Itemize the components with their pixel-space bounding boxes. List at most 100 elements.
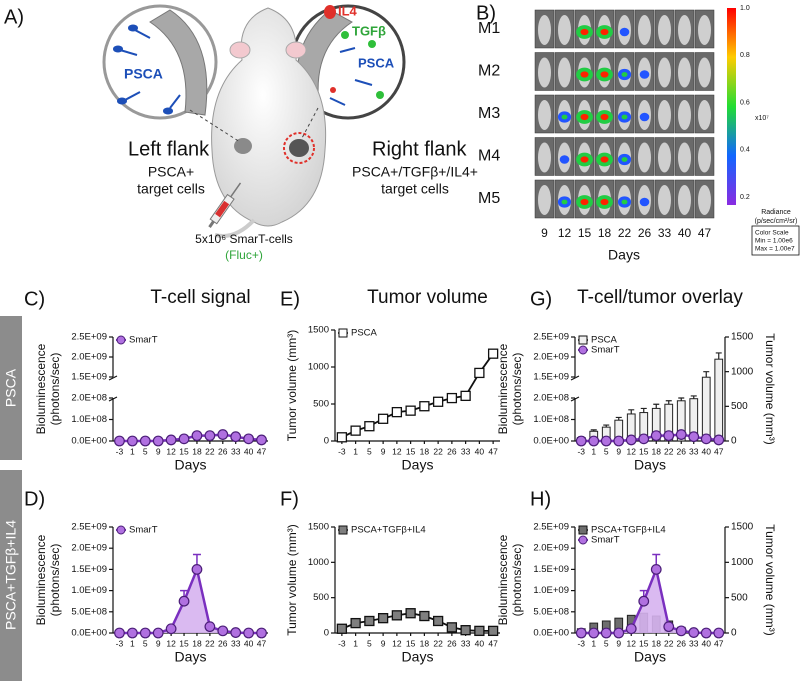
y-tick-label: 1.0E+08 [71,414,107,425]
x-tick-label: 5 [143,638,148,648]
error-bar [615,416,622,421]
marker [688,627,700,638]
x-tick-label: 1 [130,638,135,648]
y-tick-label: 2.0E+09 [71,543,107,554]
y-tick-label: 2.0E+09 [533,543,569,554]
marker [230,431,242,443]
x-tick-label: 15 [179,638,189,648]
day-label: 12 [558,226,572,240]
x-axis-label: Days [402,649,434,665]
day-label: 33 [658,226,672,240]
x-tick-label: 47 [488,638,498,648]
flank-line: PSCA+/TGFβ+/IL4+ [352,164,478,180]
signal-core [580,156,589,163]
y-tick-label: 1000 [308,362,329,373]
y-axis-label: Tumor volume (mm³) [285,524,299,636]
scale-label: 0.4 [740,147,750,154]
legend-marker [338,328,348,338]
x-tick-label: 22 [433,446,443,456]
marker-label: PSCA [358,55,395,70]
mouse-silhouette [538,15,551,45]
y-axis-label: Tumor volume (mm³) [285,330,299,442]
day-label: 15 [578,226,592,240]
error-bar [640,407,647,413]
legend-label: SmarT [129,335,158,346]
marker [178,595,190,607]
signal-core [562,157,567,162]
x-tick-label: 47 [488,446,498,456]
marker [114,627,125,639]
panel-letter: C) [24,288,45,310]
panel-letter: H) [530,488,551,510]
x-tick-label: 5 [367,446,372,456]
panel-letter: F) [280,488,299,510]
y-axis-label: (photons/sec) [510,544,524,617]
marker [460,390,471,402]
x-tick-label: 33 [461,638,471,648]
mouse-silhouette [538,100,551,130]
x-tick-label: 40 [244,446,254,456]
marker [487,625,499,637]
marker [432,615,444,627]
flank-line: PSCA+ [148,164,194,180]
x-axis-label: Days [175,649,207,665]
x-tick-label: 47 [257,446,267,456]
x-axis-label: Days [634,457,666,473]
x-tick-label: -3 [338,446,346,456]
signal-core [580,28,589,36]
legend-label: SmarT [591,535,620,546]
area-fill [119,569,262,633]
x-tick-label: 9 [381,446,386,456]
marker [217,429,229,440]
marker [713,434,725,446]
x-axis-label: Days [402,457,434,473]
y-axis-label: (photons/sec) [48,353,62,426]
y-tick-label: 0 [324,436,329,447]
marker [663,430,675,442]
marker [419,610,430,622]
radiance-label: Radiance [761,209,791,216]
panel-letter: B) [476,2,496,24]
marker [575,627,587,639]
row-label: PSCA [3,368,19,407]
marker [625,623,637,635]
y2-tick-label: 500 [731,592,748,603]
x-tick-label: 1 [591,446,596,456]
y2-axis-label: Tumor volume (mm³) [763,333,777,445]
panel-letter: D) [24,488,45,510]
x-tick-label: 15 [406,446,416,456]
day-label: 47 [698,226,712,240]
y-axis-label: Bioluminescence [34,343,48,434]
marker [638,595,650,607]
marker [700,627,712,639]
y-tick-label: 0.0E+00 [71,628,107,639]
error-bar [678,397,685,401]
x-tick-label: 9 [156,446,161,456]
signal-core [600,28,609,36]
signal-core [621,157,628,162]
marker [575,435,587,447]
x-tick-label: 40 [702,638,712,648]
x-tick-label: 12 [392,638,402,648]
x-tick-label: 12 [627,446,637,456]
x-axis-label: Days [634,649,666,665]
panel-a: A) PSCA IL4 TGFβ PSCA [4,3,478,262]
mouse-silhouette [678,15,691,45]
y-tick-label: 2.0E+08 [533,393,569,404]
injection-reporter: (Fluc+) [225,248,263,262]
signal-core [600,113,609,121]
marker-label: IL4 [338,3,358,18]
mouse-silhouette [638,15,651,45]
mouse-silhouette [698,15,711,45]
marker [474,625,485,637]
error-bar [653,403,660,409]
mouse-silhouette [698,57,711,88]
y-tick-label: 1.5E+09 [533,372,569,383]
flank-line: target cells [137,181,205,197]
mouse-silhouette [658,142,671,173]
y-tick-label: 1.5E+09 [533,564,569,575]
marker [336,623,348,634]
marker [204,621,216,633]
marker [377,413,389,424]
legend-label: SmarT [591,345,620,356]
